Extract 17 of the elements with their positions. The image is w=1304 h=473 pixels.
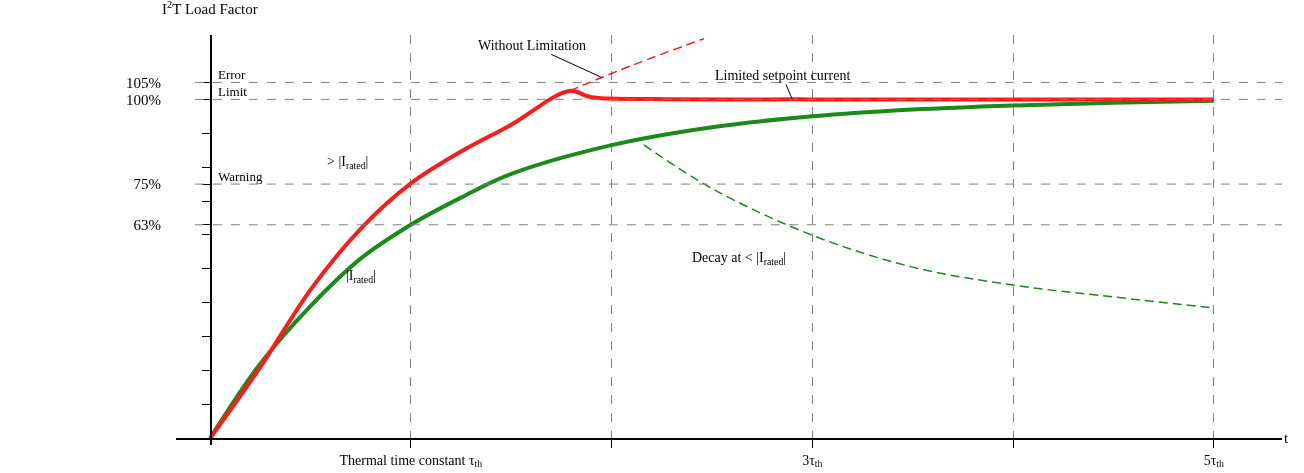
ref-line-label: Limit bbox=[218, 84, 248, 99]
ref-line-label: Error bbox=[218, 67, 247, 82]
ref-line-label: Warning bbox=[218, 169, 263, 184]
y-tick-label: 75% bbox=[133, 176, 162, 193]
annotation: |I$_{rated}$| bbox=[346, 268, 376, 285]
x-tick-label: 5τ$_{th}$ bbox=[1203, 452, 1224, 470]
y-tick-label: 105% bbox=[126, 74, 162, 91]
y-tick-label: 100% bbox=[126, 91, 162, 108]
x-axis-title: t bbox=[1284, 430, 1289, 446]
y-tick-label: 63% bbox=[133, 217, 162, 233]
x-tick-label: 3τ$_{th}$ bbox=[802, 452, 823, 470]
annotation: > |I$_{rated}$| bbox=[327, 154, 369, 171]
y-axis-title: I$^{2}$T Load Factor bbox=[162, 0, 258, 18]
annotation: Limited setpoint current bbox=[715, 68, 851, 83]
annotation: Without Limitation bbox=[478, 38, 586, 53]
x-tick-label: Thermal time constant τ$_{th}$ bbox=[339, 452, 483, 470]
annotation: Decay at < |I$_{rated}$| bbox=[692, 250, 787, 267]
